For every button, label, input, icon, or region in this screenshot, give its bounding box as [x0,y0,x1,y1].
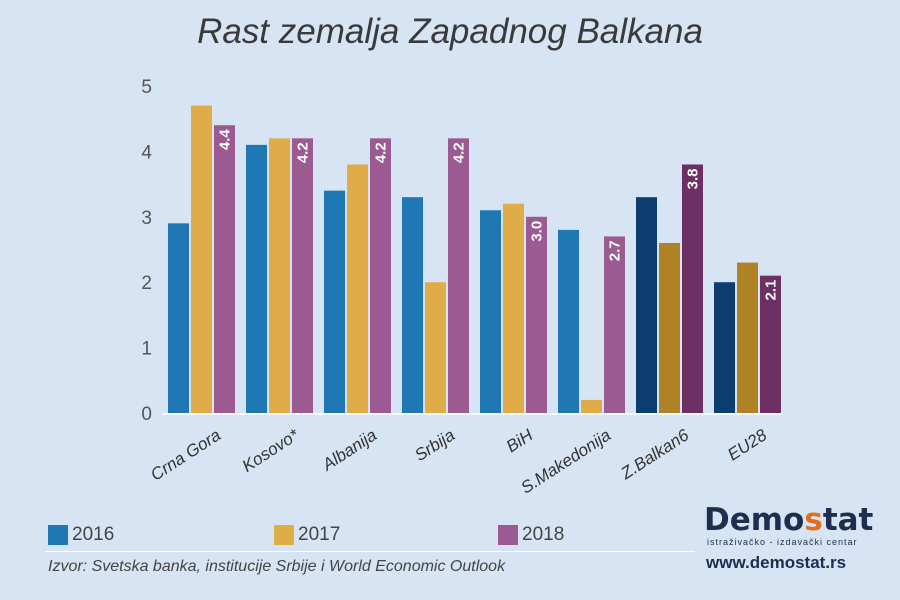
bar-2016-bih [480,210,501,413]
bar-chart: 0 1 2 3 4 5 4.4 Crna Gora 4.2 Kosovo* 4.2 Albanija 4… [141,77,782,497]
bar-2016-albanija [324,190,345,413]
y-tick-label: 3 [141,208,152,229]
bar-2017-eu28 [737,262,758,413]
bar-2018-kosovo- [292,138,313,413]
bar-2017-s-makedonija [581,399,602,413]
logo-tagline: istraživačko - izdavački centar [707,537,858,547]
bar-2018-albanija [370,138,391,413]
legend-item-2018: 2018 [498,524,564,546]
legend-label-2017: 2017 [298,524,341,545]
bar-2016-s-makedonija [558,229,579,413]
bar-2018-eu28 [760,275,781,413]
legend-item-2017: 2017 [274,524,340,546]
y-tick-label: 4 [141,142,152,163]
data-label: 4.2 [451,142,468,163]
legend-label-2016: 2016 [72,524,115,545]
bar-2017-albanija [347,164,368,413]
bar-2017-z-balkan6 [659,242,680,413]
bar-2018-bih [526,216,547,413]
legend-swatch-2016 [48,525,68,545]
bar-2018-srbija [448,138,469,413]
x-tick-label: Crna Gora [147,425,224,484]
bar-2018-crna-gora [214,125,235,414]
x-tick-label: BiH [503,425,537,456]
data-label: 4.2 [295,142,312,163]
legend-label-2018: 2018 [522,524,565,545]
legend-divider [45,551,695,552]
x-tick-label: Srbija [411,425,458,465]
legend-item-2016: 2016 [48,524,114,546]
bar-2016-eu28 [714,282,735,413]
chart-title: Rast zemalja Zapadnog Balkana [197,12,703,51]
logo-accent: s [804,502,823,538]
logo-part-1: Demo [704,502,805,538]
bar-2016-srbija [402,197,423,413]
x-tick-label: Kosovo* [239,425,304,476]
y-tick-label: 5 [141,77,152,98]
y-tick-label: 0 [141,404,152,425]
bar-2017-kosovo- [269,138,290,413]
data-label: 4.2 [373,142,390,163]
bar-2016-z-balkan6 [636,197,657,413]
bar-2018-z-balkan6 [682,164,703,413]
x-tick-label: EU28 [724,425,770,464]
bar-2016-kosovo- [246,144,267,414]
x-tick-label: Z.Balkan6 [617,425,693,483]
legend-swatch-2017 [274,525,294,545]
data-label: 3.0 [529,221,546,242]
data-label: 2.7 [607,240,624,261]
bar-2018-s-makedonija [604,236,625,413]
y-tick-label: 1 [141,339,152,360]
bar-2016-crna-gora [168,223,189,413]
website-link[interactable]: www.demostat.rs [706,553,847,572]
source-note: Izvor: Svetska banka, institucije Srbije… [48,558,506,575]
y-tick-label: 2 [141,273,152,294]
data-label: 3.8 [685,168,702,189]
data-label: 2.1 [763,280,780,301]
bar-2017-bih [503,203,524,413]
legend-swatch-2018 [498,525,518,545]
data-label: 4.4 [217,129,234,151]
bar-2017-crna-gora [191,105,212,414]
bar-2017-srbija [425,282,446,413]
x-tick-label: Albanija [318,425,380,474]
demostat-logo: Demostat [704,502,873,538]
logo-part-2: tat [822,502,874,538]
